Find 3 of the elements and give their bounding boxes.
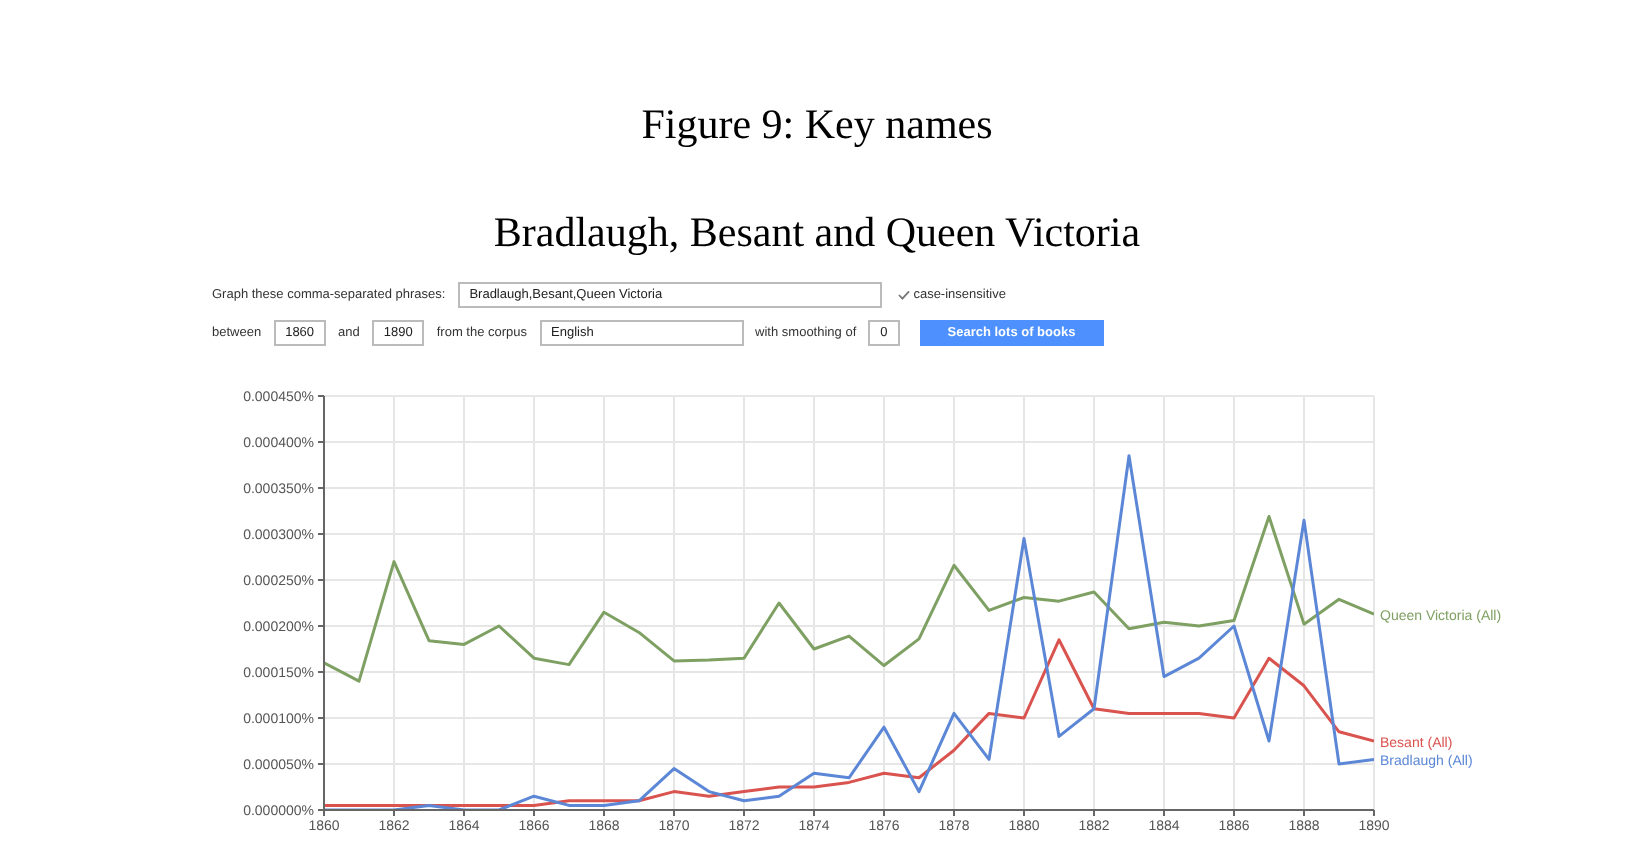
chart-title: Figure 9: Key names: [639, 100, 995, 150]
chart-subtitle: Bradlaugh, Besant and Queen Victoria: [491, 208, 1143, 258]
line-series: [324, 515, 1374, 683]
